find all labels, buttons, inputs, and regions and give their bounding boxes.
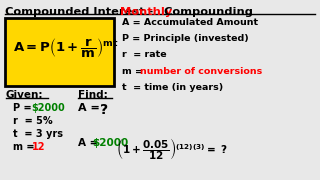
Text: Given:: Given: bbox=[6, 90, 43, 100]
Text: r  = 5%: r = 5% bbox=[13, 116, 52, 126]
Text: A =: A = bbox=[78, 103, 104, 113]
Text: 12: 12 bbox=[32, 142, 45, 152]
Text: Compounded Interest -: Compounded Interest - bbox=[5, 7, 157, 17]
Text: Find:: Find: bbox=[78, 90, 108, 100]
Text: number of conversions: number of conversions bbox=[140, 67, 262, 76]
Text: $2000: $2000 bbox=[92, 138, 129, 148]
Text: t  = 3 yrs: t = 3 yrs bbox=[13, 129, 63, 139]
Text: $2000: $2000 bbox=[32, 103, 65, 113]
Text: A =: A = bbox=[78, 138, 102, 148]
Text: m =: m = bbox=[13, 142, 37, 152]
Text: Monthly: Monthly bbox=[120, 7, 172, 17]
Text: $\mathbf{\left(1 + \dfrac{0.05}{12}\right)^{(12)(3)} = \ ?}$: $\mathbf{\left(1 + \dfrac{0.05}{12}\righ… bbox=[116, 136, 228, 162]
Text: ?: ? bbox=[100, 103, 108, 117]
Text: m =: m = bbox=[122, 67, 147, 76]
Text: Compounding: Compounding bbox=[160, 7, 253, 17]
Text: t  = time (in years): t = time (in years) bbox=[122, 83, 223, 92]
Text: P =: P = bbox=[13, 103, 35, 113]
FancyBboxPatch shape bbox=[5, 18, 114, 86]
Text: $\mathbf{A = P\left(1 + \dfrac{r}{m}\right)^{mt}}$: $\mathbf{A = P\left(1 + \dfrac{r}{m}\rig… bbox=[13, 37, 118, 60]
Text: P = Principle (invested): P = Principle (invested) bbox=[122, 34, 249, 43]
Text: r  = rate: r = rate bbox=[122, 50, 167, 59]
Text: A = Accumulated Amount: A = Accumulated Amount bbox=[122, 18, 258, 27]
